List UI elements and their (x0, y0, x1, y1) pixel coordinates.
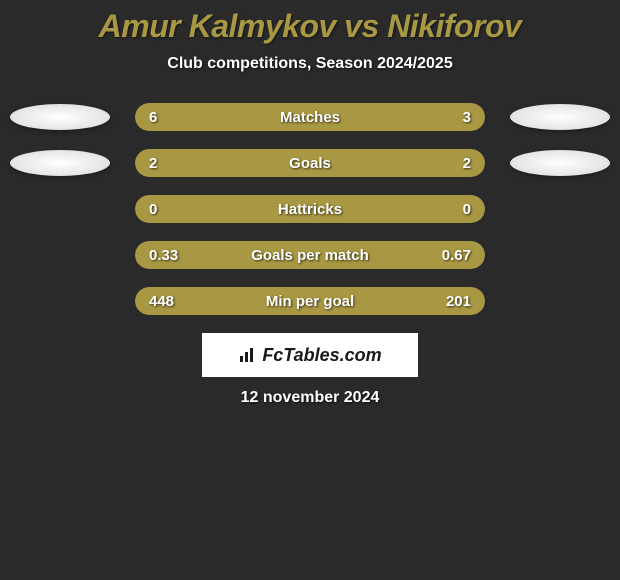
comparison-area: 6 Matches 3 2 Goals 2 0 Hattricks (0, 103, 620, 315)
stat-value-right: 0 (463, 201, 471, 218)
player-right-badge (510, 104, 610, 130)
stat-label: Matches (135, 109, 485, 126)
stat-row-gpm: 0.33 Goals per match 0.67 (0, 241, 620, 269)
stat-label: Goals per match (135, 247, 485, 264)
stat-label: Hattricks (135, 201, 485, 218)
player-left-badge (10, 104, 110, 130)
page-title: Amur Kalmykov vs Nikiforov (0, 8, 620, 45)
chart-icon (238, 346, 256, 364)
date-text: 12 november 2024 (0, 389, 620, 407)
stat-bar: 6 Matches 3 (135, 103, 485, 131)
subtitle: Club competitions, Season 2024/2025 (0, 55, 620, 73)
stat-label: Min per goal (135, 293, 485, 310)
stat-bar: 448 Min per goal 201 (135, 287, 485, 315)
player-left-badge (10, 150, 110, 176)
stat-bar: 0 Hattricks 0 (135, 195, 485, 223)
stat-label: Goals (135, 155, 485, 172)
stat-bar: 0.33 Goals per match 0.67 (135, 241, 485, 269)
watermark-text: FcTables.com (262, 345, 381, 366)
stat-row-hattricks: 0 Hattricks 0 (0, 195, 620, 223)
stat-value-right: 201 (446, 293, 471, 310)
watermark-badge: FcTables.com (202, 333, 418, 377)
stat-value-right: 0.67 (442, 247, 471, 264)
stat-row-mpg: 448 Min per goal 201 (0, 287, 620, 315)
stat-row-goals: 2 Goals 2 (0, 149, 620, 177)
stat-value-right: 2 (463, 155, 471, 172)
stat-row-matches: 6 Matches 3 (0, 103, 620, 131)
stat-bar: 2 Goals 2 (135, 149, 485, 177)
stat-value-right: 3 (463, 109, 471, 126)
player-right-badge (510, 150, 610, 176)
infographic-container: Amur Kalmykov vs Nikiforov Club competit… (0, 0, 620, 407)
